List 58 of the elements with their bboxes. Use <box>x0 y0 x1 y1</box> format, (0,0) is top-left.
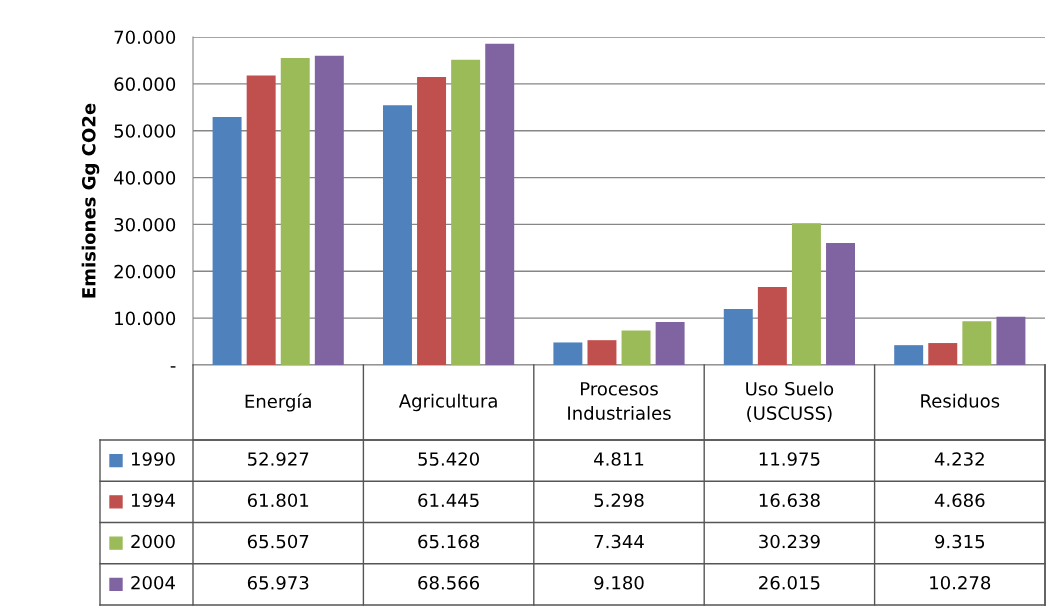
data-label: 61.801 <box>247 493 309 508</box>
bar <box>655 321 685 365</box>
bar <box>826 243 855 365</box>
bar <box>485 43 515 365</box>
bar <box>451 59 481 365</box>
data-label: 9.180 <box>594 575 644 590</box>
y-tick-label: 10.000 <box>115 311 176 326</box>
bar <box>314 55 344 365</box>
bar <box>553 342 583 365</box>
data-label: 9.315 <box>935 534 985 549</box>
bar <box>723 308 753 365</box>
bar <box>417 77 447 365</box>
data-label: 61.445 <box>418 493 479 508</box>
data-label: 4.686 <box>934 493 985 508</box>
data-label: 30.239 <box>759 534 820 549</box>
data-label: 68.566 <box>418 575 480 590</box>
y-tick-label: 40.000 <box>114 171 176 185</box>
y-tick-label: 60.000 <box>114 77 176 91</box>
x-tick-label: Uso Suelo (USCUSS) <box>746 381 834 423</box>
data-label: 5.298 <box>594 493 644 508</box>
data-label: 26.015 <box>759 575 820 590</box>
y-tick-label: 20.000 <box>114 264 176 279</box>
bar <box>928 343 958 365</box>
bar <box>791 223 821 365</box>
legend-label: 1994 <box>131 493 175 508</box>
data-label: 65.507 <box>247 534 309 549</box>
data-label: 52.927 <box>248 452 309 466</box>
data-label: 4.232 <box>934 452 984 466</box>
legend-label: 2000 <box>131 534 175 549</box>
data-label: 55.420 <box>418 452 479 466</box>
x-tick-label: Residuos <box>921 393 1000 408</box>
bar <box>212 117 242 365</box>
data-label: 65.973 <box>247 575 309 590</box>
bar <box>587 340 617 365</box>
bar <box>621 330 651 365</box>
bar <box>383 105 412 365</box>
data-label: 7.344 <box>594 534 644 549</box>
legend-label: 2004 <box>131 575 175 590</box>
y-tick-label: 50.000 <box>114 124 176 138</box>
data-label: 11.975 <box>759 452 820 466</box>
y-axis-title: Emisiones Gg CO2e <box>81 103 100 298</box>
data-label: 16.638 <box>759 493 820 508</box>
data-label: 4.811 <box>594 452 644 466</box>
bar <box>280 58 310 365</box>
bar <box>894 345 924 365</box>
bar <box>757 287 787 365</box>
x-tick-label: Energía <box>245 393 311 412</box>
legend-label: 1990 <box>131 452 175 466</box>
bar <box>996 316 1026 365</box>
data-label: 65.168 <box>418 534 479 549</box>
bar <box>962 321 992 365</box>
x-tick-label: Agricultura <box>398 393 497 412</box>
y-tick-label: 30.000 <box>114 217 176 232</box>
y-tick-label: - <box>170 366 176 368</box>
x-tick-label: Procesos Industriales <box>568 382 671 420</box>
bar <box>246 75 276 365</box>
data-label: 10.278 <box>930 575 991 590</box>
y-tick-label: 70.000 <box>114 30 176 45</box>
